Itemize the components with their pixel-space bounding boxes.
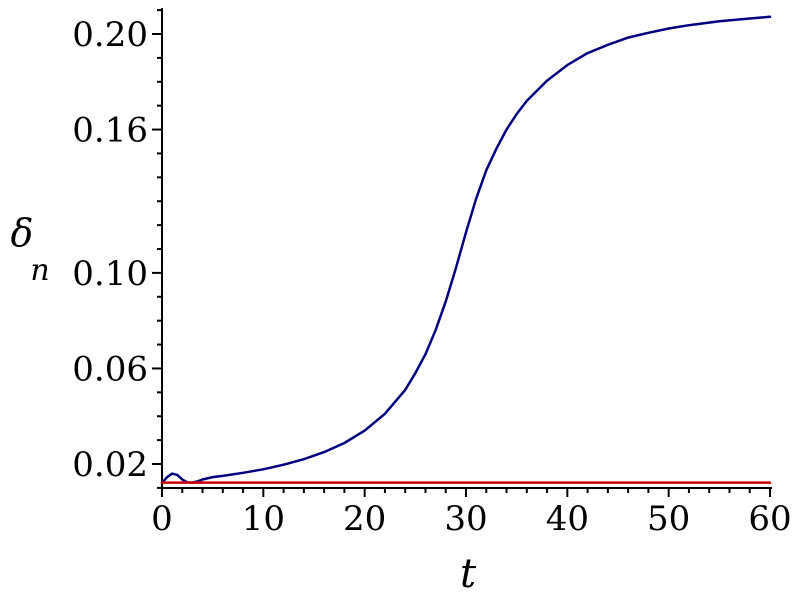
x-tick-label: 50 [647, 499, 690, 539]
x-ticks: 0 10 20 30 40 50 60 [151, 488, 792, 539]
y-tick-label: 0.20 [72, 15, 148, 55]
y-axis-label-subscript: n [30, 253, 49, 288]
x-tick-label: 60 [748, 499, 791, 539]
x-axis-label: t [460, 551, 477, 597]
x-tick-label: 0 [151, 499, 173, 539]
series-line-1 [160, 15, 772, 485]
y-tick-label: 0.06 [72, 349, 148, 389]
y-tick-label: 0.16 [72, 111, 148, 151]
y-axis-label: δ [11, 211, 34, 255]
y-tick-label: 0.10 [72, 254, 148, 294]
y-tick-label: 0.02 [72, 445, 148, 485]
series-layer [160, 15, 772, 485]
y-ticks: 0.02 0.06 0.10 0.16 0.20 [72, 9, 162, 489]
x-tick-label: 40 [546, 499, 589, 539]
axes [161, 8, 772, 489]
x-tick-label: 20 [343, 499, 386, 539]
x-tick-label: 30 [444, 499, 487, 539]
x-tick-label: 10 [242, 499, 285, 539]
